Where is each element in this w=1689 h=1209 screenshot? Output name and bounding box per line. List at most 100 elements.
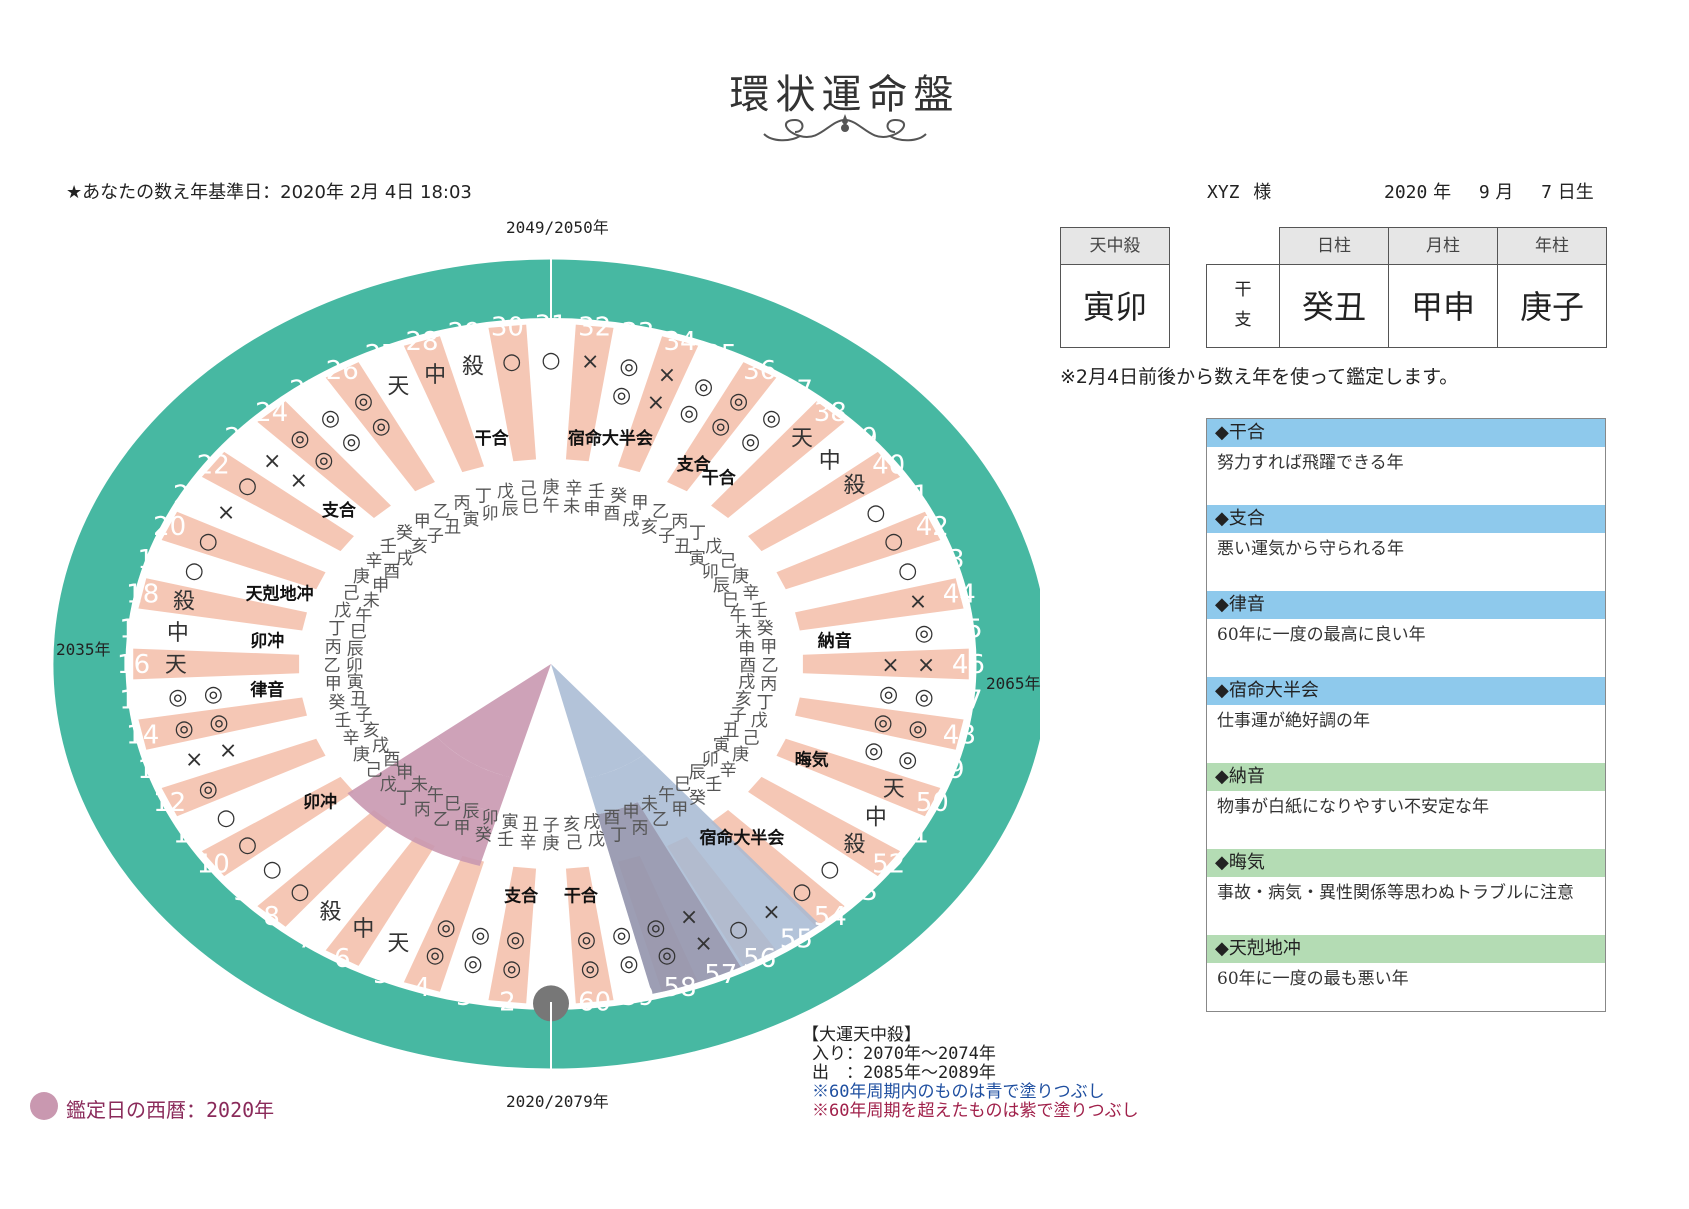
fortune-mark: ○ — [898, 559, 917, 584]
kanshi-branch: 午 — [355, 607, 372, 627]
fortune-mark: × — [185, 747, 203, 772]
kanshi-branch: 巳 — [444, 795, 461, 815]
age-label: 5 — [373, 960, 390, 990]
kanshi-stem: 戊 — [751, 711, 768, 731]
legend-title: ◆宿命大半会 — [1207, 677, 1605, 705]
kanshi-stem: 壬 — [334, 711, 351, 731]
kanshi-branch: 午 — [543, 496, 560, 516]
fortune-mark: ◎ — [646, 915, 665, 940]
fortune-mark: ○ — [199, 529, 218, 554]
age-sector — [201, 776, 354, 877]
year-label-top: 2049/2050年 — [506, 218, 609, 237]
legend-title: ◆天剋地冲 — [1207, 935, 1605, 963]
kanshi-stem: 壬 — [705, 775, 722, 795]
kanshi-stem: 丁 — [757, 693, 774, 713]
annotation-label: 干合 — [564, 886, 599, 907]
pillar-year: 庚子 — [1497, 264, 1607, 348]
fortune-mark: × — [263, 449, 281, 474]
age-label: 50 — [916, 788, 949, 818]
age-label: 19 — [137, 545, 170, 575]
kanshi-stem: 己 — [520, 479, 537, 499]
kanshi-branch: 亥 — [411, 537, 428, 557]
fortune-mark: ◎ — [425, 943, 444, 968]
kanshi-branch: 辰 — [689, 763, 706, 783]
kanshi-stem: 癸 — [328, 693, 345, 713]
kanshi-stem: 甲 — [760, 637, 777, 657]
fortune-mark: ◎ — [679, 401, 698, 426]
year-label-right: 2065年 — [986, 674, 1041, 693]
kanshi-stem: 癸 — [689, 788, 706, 808]
kanshi-branch: 寅 — [462, 510, 479, 530]
age-label: 47 — [950, 685, 983, 715]
kanshi-branch: 巳 — [522, 497, 539, 517]
fortune-mark: × — [217, 501, 235, 526]
age-label: 58 — [663, 973, 696, 1003]
age-label: 12 — [153, 788, 186, 818]
fortune-mark: × — [762, 900, 780, 925]
fortune-mark: ◎ — [502, 956, 521, 981]
kanshi-stem: 丙 — [632, 819, 649, 839]
kanshi-stem: 乙 — [652, 502, 669, 522]
age-label: 8 — [263, 902, 280, 932]
kanshi-branch: 亥 — [641, 517, 658, 537]
fortune-mark: ○ — [185, 559, 204, 584]
kanshi-stem: 乙 — [652, 810, 669, 830]
fortune-mark: × — [694, 932, 712, 957]
kanshi-stem: 乙 — [433, 810, 450, 830]
kanshi-branch: 卯 — [702, 750, 719, 770]
age-sector — [800, 676, 969, 715]
age-sector — [565, 866, 614, 1004]
kanshi-branch: 酉 — [383, 750, 400, 770]
fortune-mark: ◎ — [873, 710, 892, 735]
age-label: 23 — [224, 423, 257, 453]
kanshi-branch: 寅 — [713, 736, 730, 756]
kanshi-stem: 辛 — [565, 479, 582, 499]
fortune-mark: ◎ — [694, 374, 713, 399]
kanshi-stem: 癸 — [396, 524, 413, 544]
pillar-header-month: 月柱 — [1388, 227, 1498, 265]
kanshi-stem: 庚 — [543, 834, 560, 854]
year-label-left: 2035年 — [56, 640, 111, 659]
fortune-mark: ◎ — [506, 927, 525, 952]
kanshi-branch: 辰 — [347, 639, 364, 659]
age-label: 38 — [814, 398, 847, 428]
age-sector — [325, 362, 435, 492]
kanshi-branch: 戌 — [738, 673, 755, 693]
kanshi-stem: 甲 — [414, 512, 431, 532]
kanshi-branch: 寅 — [347, 673, 364, 693]
kazoedoshi-note: ※2月4日前後から数え年を使って鑑定します。 — [1060, 366, 1459, 388]
legend-title: ◆律音 — [1207, 591, 1605, 619]
age-sector — [730, 794, 875, 903]
kanshi-branch: 丑 — [444, 517, 461, 537]
kanshi-stem: 癸 — [610, 487, 627, 507]
fortune-mark: 中 — [352, 917, 374, 942]
legend-desc: 仕事運が絶好調の年 — [1217, 711, 1370, 731]
age-label: 10 — [197, 849, 230, 879]
kanshi-branch: 未 — [563, 497, 580, 517]
fortune-mark: ◎ — [463, 951, 482, 976]
fortune-mark: ◎ — [914, 621, 933, 646]
fortune-mark: 天 — [387, 374, 409, 399]
fortune-mark: ◎ — [321, 406, 340, 431]
kanshi-branch: 酉 — [603, 808, 620, 828]
kanshi-branch: 未 — [411, 775, 428, 795]
fortune-mark: ◎ — [314, 448, 333, 473]
kanshi-stem: 辛 — [365, 551, 382, 571]
age-label: 9 — [233, 877, 250, 907]
annotation-label: 支合 — [322, 500, 357, 521]
age-label: 4 — [414, 973, 431, 1003]
fortune-mark: 天 — [883, 777, 905, 802]
age-label: 34 — [663, 327, 696, 357]
fortune-mark: ○ — [820, 857, 839, 882]
tenchusatsu-value: 寅卯 — [1060, 264, 1170, 348]
age-label: 33 — [621, 318, 654, 348]
kanshi-branch: 亥 — [563, 815, 580, 835]
appraisal-year: 鑑定日の西暦：2020年 — [66, 1098, 275, 1122]
age-sector — [711, 401, 845, 519]
age-label: 43 — [931, 545, 964, 575]
kanshi-stem: 戊 — [497, 482, 514, 502]
age-sector — [363, 347, 459, 481]
age-label: 29 — [448, 318, 481, 348]
age-label: 22 — [197, 451, 230, 481]
age-sector — [201, 451, 354, 552]
